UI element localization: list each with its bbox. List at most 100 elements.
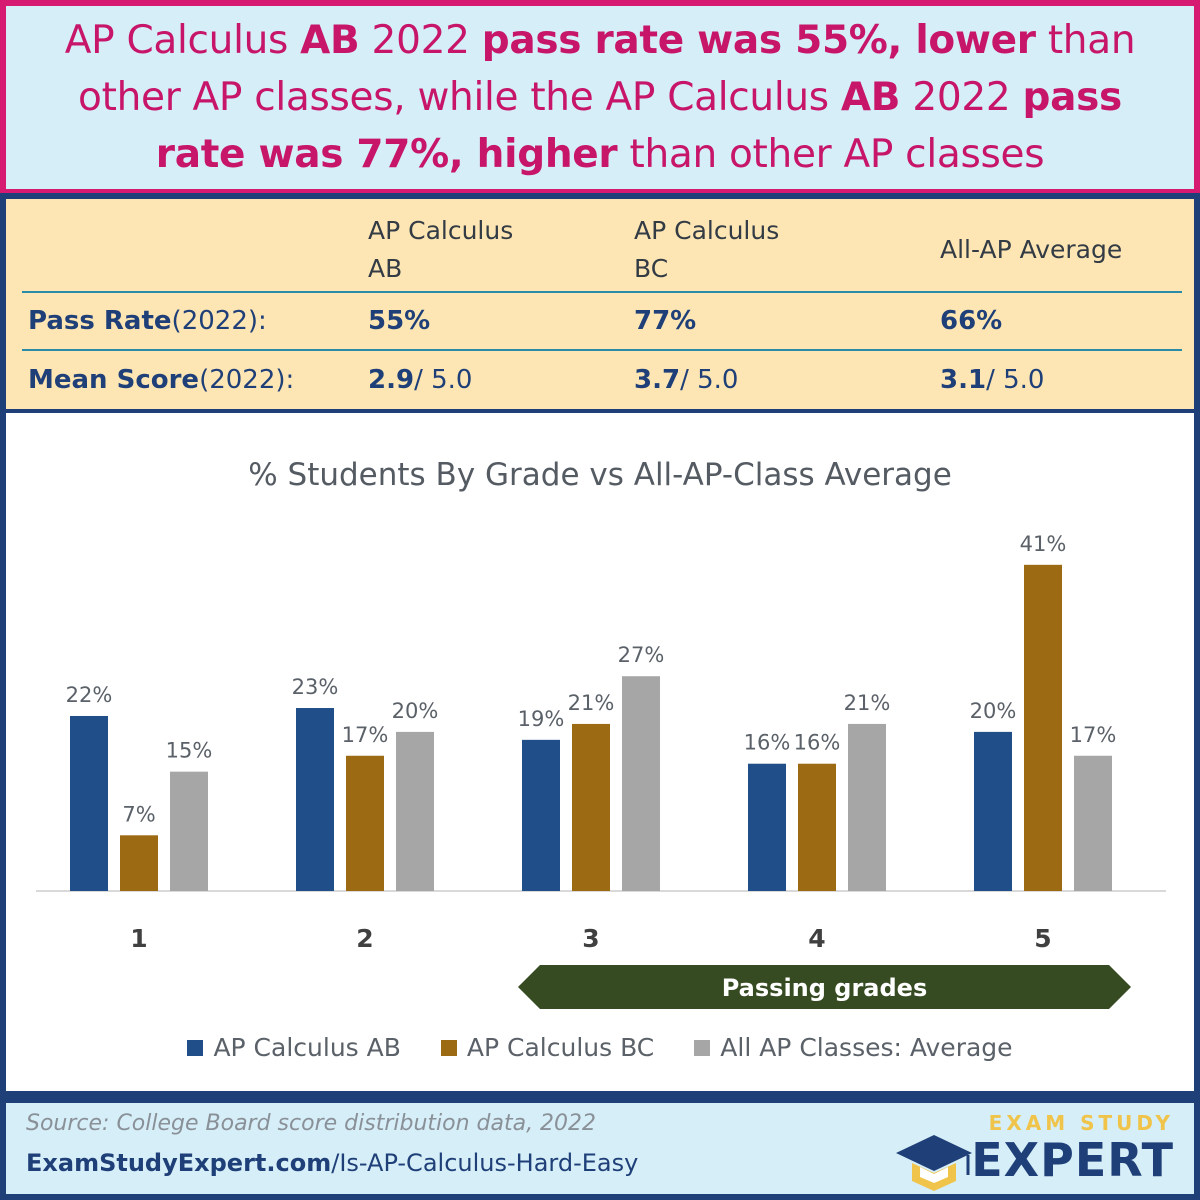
bar-ap-calculus-ab-grade-5: [974, 731, 1012, 891]
data-label: 41%: [1020, 532, 1067, 556]
legend-item-1: AP Calculus BC: [440, 1033, 655, 1062]
table-header-bc: AP Calculus BC: [634, 216, 780, 283]
headline-part-3: pass rate was 55%, lower: [481, 18, 1036, 63]
legend-swatch: [694, 1039, 711, 1056]
bar-ap-calculus-bc-grade-5: [1024, 564, 1062, 891]
data-label: 20%: [970, 699, 1017, 723]
legend-item-0: AP Calculus AB: [187, 1033, 401, 1062]
x-tick-label: 2: [356, 924, 373, 953]
chart-legend: AP Calculus AB AP Calculus BC All AP Class…: [6, 1033, 1194, 1062]
legend-swatch: [440, 1039, 457, 1056]
mean-score-bc: 3.7 / 5.0: [634, 351, 924, 409]
headline-part-5: AB: [840, 75, 901, 120]
mean-score-ab-denom: / 5.0: [414, 365, 473, 395]
bar-chart: 22%7%15%123%17%20%219%21%27%316% 16%21%42…: [36, 532, 1166, 1009]
data-label: 22%: [66, 683, 113, 707]
bar-ap-calculus-bc-grade-1: [120, 835, 158, 891]
pass-rate-ab: 55%: [368, 293, 628, 349]
table-row-pass-rate: Pass Rate (2022): 55% 77% 66%: [22, 293, 1182, 351]
headline-part-8: than other AP classes: [617, 132, 1045, 177]
pass-rate-ab-value: 55%: [368, 306, 431, 336]
bar-ap-calculus-bc-grade-2: [346, 755, 384, 891]
table-header-ab: AP Calculus AB: [368, 216, 514, 283]
pass-rate-label-text: Pass Rate: [28, 306, 172, 336]
pass-rate-label: Pass Rate (2022):: [28, 293, 358, 349]
data-label: 23%: [292, 675, 339, 699]
mean-score-all: 3.1 / 5.0: [940, 351, 1180, 409]
x-tick-label: 5: [1034, 924, 1051, 953]
x-tick-label: 3: [582, 924, 599, 953]
data-label: 7%: [122, 802, 155, 826]
url-domain: ExamStudyExpert.com: [26, 1149, 332, 1177]
mean-score-label: Mean Score (2022):: [28, 351, 358, 409]
table-row-mean-score: Mean Score (2022): 2.9 / 5.0 3.7 / 5.0 3…: [22, 351, 1182, 409]
source-url[interactable]: ExamStudyExpert.com/Is-AP-Calculus-Hard-…: [26, 1149, 638, 1177]
pass-rate-all: 66%: [940, 293, 1180, 349]
pass-rate-bc: 77%: [634, 293, 924, 349]
mean-score-label-year: (2022):: [199, 365, 295, 395]
source-note: Source: College Board score distribution…: [26, 1111, 597, 1136]
pass-rate-label-year: (2022):: [171, 306, 267, 336]
headline-part-4: than other AP classes, while the AP Calc…: [78, 18, 1136, 120]
bar-all-ap-classes-average-grade-3: [622, 676, 660, 891]
headline-part-2: 2022: [359, 18, 482, 63]
mean-score-ab-value: 2.9: [368, 365, 415, 395]
table-header-row: AP Calculus AB AP Calculus BC All-AP Ave…: [22, 209, 1182, 293]
footer: Source: College Board score distribution…: [0, 1097, 1200, 1200]
bar-all-ap-classes-average-grade-4: [848, 723, 886, 891]
mean-score-bc-value: 3.7: [634, 365, 681, 395]
legend-label: AP Calculus BC: [466, 1033, 655, 1062]
pass-rate-bc-value: 77%: [634, 306, 697, 336]
bar-ap-calculus-ab-grade-2: [296, 708, 334, 891]
brand-logo: EXAM STUDY EXPERT: [894, 1111, 1174, 1199]
mean-score-bc-denom: / 5.0: [680, 365, 739, 395]
legend-label: AP Calculus AB: [213, 1033, 401, 1062]
bar-all-ap-classes-average-grade-1: [170, 771, 208, 891]
logo-wordmark: EXPERT: [971, 1133, 1174, 1187]
data-label: 27%: [618, 643, 665, 667]
x-tick-label: 4: [808, 924, 825, 953]
bar-ap-calculus-bc-grade-3: [572, 723, 610, 891]
headline-banner: AP Calculus AB 2022 pass rate was 55%, l…: [0, 0, 1200, 195]
graduation-cap-icon: [896, 1135, 972, 1191]
passing-grades-arrow: [518, 965, 1131, 1009]
table-header-empty: [28, 209, 358, 291]
bar-ap-calculus-ab-grade-3: [522, 739, 560, 891]
bar-ap-calculus-bc-grade-4: [798, 763, 836, 891]
bar-all-ap-classes-average-grade-5: [1074, 755, 1112, 891]
bar-all-ap-classes-average-grade-2: [396, 731, 434, 891]
headline-part-1: AB: [300, 18, 360, 63]
data-label: 15%: [166, 739, 213, 763]
data-label: 16%: [794, 731, 841, 755]
url-path: /Is-AP-Calculus-Hard-Easy: [331, 1149, 639, 1177]
headline-part-6: 2022: [900, 75, 1023, 120]
logo-tagline: EXAM STUDY: [988, 1111, 1174, 1135]
headline-text: AP Calculus AB 2022 pass rate was 55%, l…: [46, 12, 1154, 183]
stats-table: AP Calculus AB AP Calculus BC All-AP Ave…: [0, 193, 1200, 415]
data-label: 19%: [518, 707, 565, 731]
table-header-all: All-AP Average: [940, 235, 1123, 264]
data-label: 21%: [568, 691, 615, 715]
legend-swatch: [187, 1039, 204, 1056]
x-tick-label: 1: [130, 924, 147, 953]
data-label: 16%: [744, 731, 791, 755]
data-label: 20%: [392, 699, 439, 723]
bar-ap-calculus-ab-grade-4: [748, 763, 786, 891]
data-label: 17%: [342, 723, 389, 747]
chart-title: % Students By Grade vs All-AP-Class Aver…: [248, 457, 952, 493]
mean-score-all-value: 3.1: [940, 365, 987, 395]
pass-rate-all-value: 66%: [940, 306, 1003, 336]
bar-ap-calculus-ab-grade-1: [70, 715, 108, 891]
headline-part-0: AP Calculus: [64, 18, 301, 63]
mean-score-all-denom: / 5.0: [986, 365, 1045, 395]
data-label: 21%: [844, 691, 891, 715]
mean-score-label-text: Mean Score: [28, 365, 200, 395]
legend-label: All AP Classes: Average: [720, 1033, 1013, 1062]
headline-part-7: pass rate was 77%, higher: [155, 75, 1122, 177]
chart-panel: % Students By Grade vs All-AP-Class Aver…: [0, 413, 1200, 1097]
mean-score-ab: 2.9 / 5.0: [368, 351, 628, 409]
legend-item-2: All AP Classes: Average: [694, 1033, 1013, 1062]
passing-grades-label: Passing grades: [722, 974, 928, 1002]
data-label: 17%: [1070, 723, 1117, 747]
